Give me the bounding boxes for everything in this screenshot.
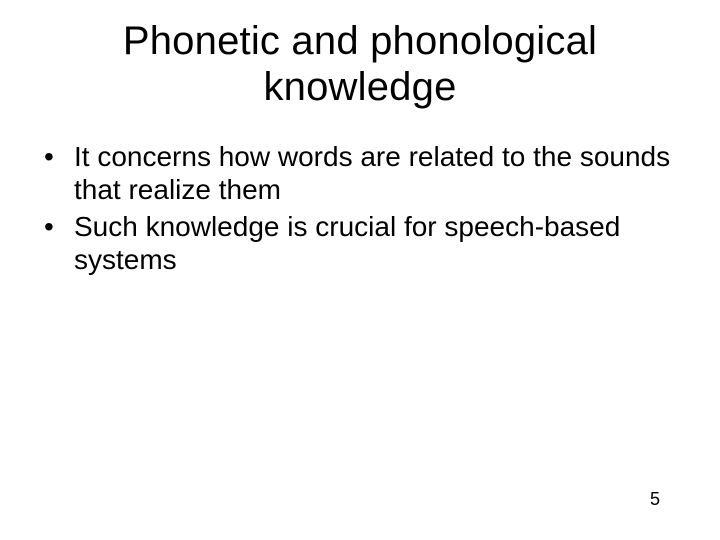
bullet-item: Such knowledge is crucial for speech-bas… (38, 210, 690, 276)
slide-body: It concerns how words are related to the… (30, 140, 690, 276)
slide-title: Phonetic and phonological knowledge (30, 18, 690, 110)
page-number: 5 (650, 489, 660, 510)
bullet-item: It concerns how words are related to the… (38, 140, 690, 206)
slide: Phonetic and phonological knowledge It c… (0, 0, 720, 540)
bullet-list: It concerns how words are related to the… (38, 140, 690, 276)
